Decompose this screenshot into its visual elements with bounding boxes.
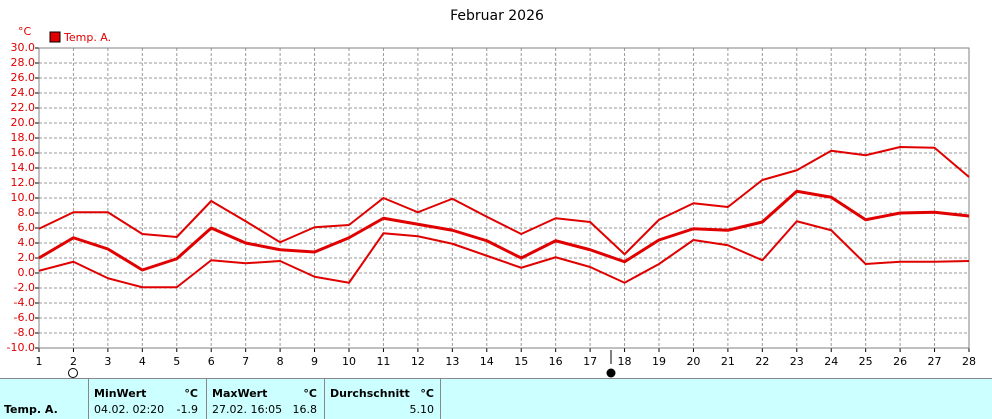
y-tick-label: -10.0 — [7, 341, 35, 354]
x-tick-label: 10 — [342, 355, 356, 368]
x-tick-label: 24 — [824, 355, 838, 368]
max-title: MaxWert — [212, 387, 267, 400]
x-tick-label: 8 — [277, 355, 284, 368]
y-tick-label: 10.0 — [11, 191, 36, 204]
x-tick-label: 12 — [411, 355, 425, 368]
y-tick-label: 8.0 — [18, 206, 36, 219]
x-tick-label: 28 — [962, 355, 976, 368]
x-tick-label: 21 — [721, 355, 735, 368]
max-time: 27.02. 16:05 — [212, 403, 282, 416]
x-tick-label: 23 — [790, 355, 804, 368]
y-tick-label: 20.0 — [11, 116, 36, 129]
x-tick-label: 4 — [139, 355, 146, 368]
y-tick-label: 28.0 — [11, 56, 36, 69]
min-value: -1.9 — [177, 403, 198, 416]
x-tick-label: 25 — [859, 355, 873, 368]
stats-panel — [0, 378, 992, 419]
series-line — [38, 220, 970, 289]
y-tick-label: 16.0 — [11, 146, 36, 159]
legend-swatch — [49, 31, 61, 43]
x-tick-label: 22 — [755, 355, 769, 368]
row-label: Temp. A. — [4, 403, 58, 416]
y-tick-label: 24.0 — [11, 86, 36, 99]
x-tick-label: 19 — [652, 355, 666, 368]
series-line — [38, 146, 970, 256]
y-tick-label: 18.0 — [11, 131, 36, 144]
min-time: 04.02. 02:20 — [94, 403, 164, 416]
y-tick-label: 14.0 — [11, 161, 36, 174]
x-tick-label: 9 — [311, 355, 318, 368]
chart-title: Februar 2026 — [450, 8, 544, 24]
x-tick-label: 7 — [242, 355, 249, 368]
x-tick-label: 18 — [618, 355, 632, 368]
series-line — [38, 189, 970, 272]
x-tick-label: 5 — [173, 355, 180, 368]
x-tick-label: 15 — [514, 355, 528, 368]
avg-title: Durchschnitt — [330, 387, 410, 400]
y-tick-label: 0.0 — [18, 266, 36, 279]
min-unit: °C — [184, 387, 198, 400]
avg-value: 5.10 — [410, 403, 435, 416]
max-value: 16.8 — [293, 403, 318, 416]
avg-unit: °C — [420, 387, 434, 400]
y-tick-label: 22.0 — [11, 101, 36, 114]
period-marker — [68, 368, 78, 378]
x-tick-label: 3 — [104, 355, 111, 368]
y-tick-label: -8.0 — [14, 326, 35, 339]
y-tick-label: -6.0 — [14, 311, 35, 324]
x-tick-label: 1 — [36, 355, 43, 368]
y-unit: °C — [18, 25, 32, 38]
y-tick-label: -2.0 — [14, 281, 35, 294]
plot-frame — [38, 47, 970, 349]
x-tick-label: 14 — [480, 355, 494, 368]
y-tick-label: 2.0 — [18, 251, 36, 264]
y-tick-label: 6.0 — [18, 221, 36, 234]
now-marker — [606, 368, 616, 378]
y-tick-label: -4.0 — [14, 296, 35, 309]
min-title: MinWert — [94, 387, 146, 400]
x-tick-label: 11 — [376, 355, 390, 368]
y-tick-label: 30.0 — [11, 41, 36, 54]
x-tick-label: 16 — [549, 355, 563, 368]
x-tick-label: 27 — [928, 355, 942, 368]
x-tick-label: 17 — [583, 355, 597, 368]
x-tick-label: 26 — [893, 355, 907, 368]
y-tick-label: 4.0 — [18, 236, 36, 249]
y-tick-label: 26.0 — [11, 71, 36, 84]
x-tick-label: 13 — [445, 355, 459, 368]
legend-label: Temp. A. — [63, 31, 111, 44]
x-tick-label: 2 — [70, 355, 77, 368]
y-tick-label: 12.0 — [11, 176, 36, 189]
x-tick-label: 20 — [686, 355, 700, 368]
max-unit: °C — [303, 387, 317, 400]
x-tick-label: 6 — [208, 355, 215, 368]
